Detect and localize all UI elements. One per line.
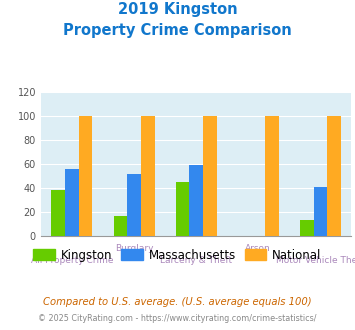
- Bar: [65, 169, 79, 236]
- Bar: [327, 116, 341, 236]
- Text: 2019 Kingston: 2019 Kingston: [118, 2, 237, 16]
- Bar: [300, 220, 313, 236]
- Bar: [313, 187, 327, 236]
- Legend: Kingston, Massachusetts, National: Kingston, Massachusetts, National: [28, 244, 327, 266]
- Bar: [51, 190, 65, 236]
- Bar: [189, 165, 203, 236]
- Bar: [141, 116, 154, 236]
- Text: Arson: Arson: [245, 244, 271, 253]
- Bar: [203, 116, 217, 236]
- Bar: [79, 116, 92, 236]
- Bar: [176, 182, 189, 236]
- Text: All Property Crime: All Property Crime: [31, 256, 113, 265]
- Bar: [265, 116, 279, 236]
- Bar: [114, 215, 127, 236]
- Text: Burglary: Burglary: [115, 244, 153, 253]
- Text: Property Crime Comparison: Property Crime Comparison: [63, 23, 292, 38]
- Text: © 2025 CityRating.com - https://www.cityrating.com/crime-statistics/: © 2025 CityRating.com - https://www.city…: [38, 314, 317, 323]
- Text: Larceny & Theft: Larceny & Theft: [160, 256, 232, 265]
- Bar: [127, 174, 141, 236]
- Text: Motor Vehicle Theft: Motor Vehicle Theft: [277, 256, 355, 265]
- Text: Compared to U.S. average. (U.S. average equals 100): Compared to U.S. average. (U.S. average …: [43, 297, 312, 307]
